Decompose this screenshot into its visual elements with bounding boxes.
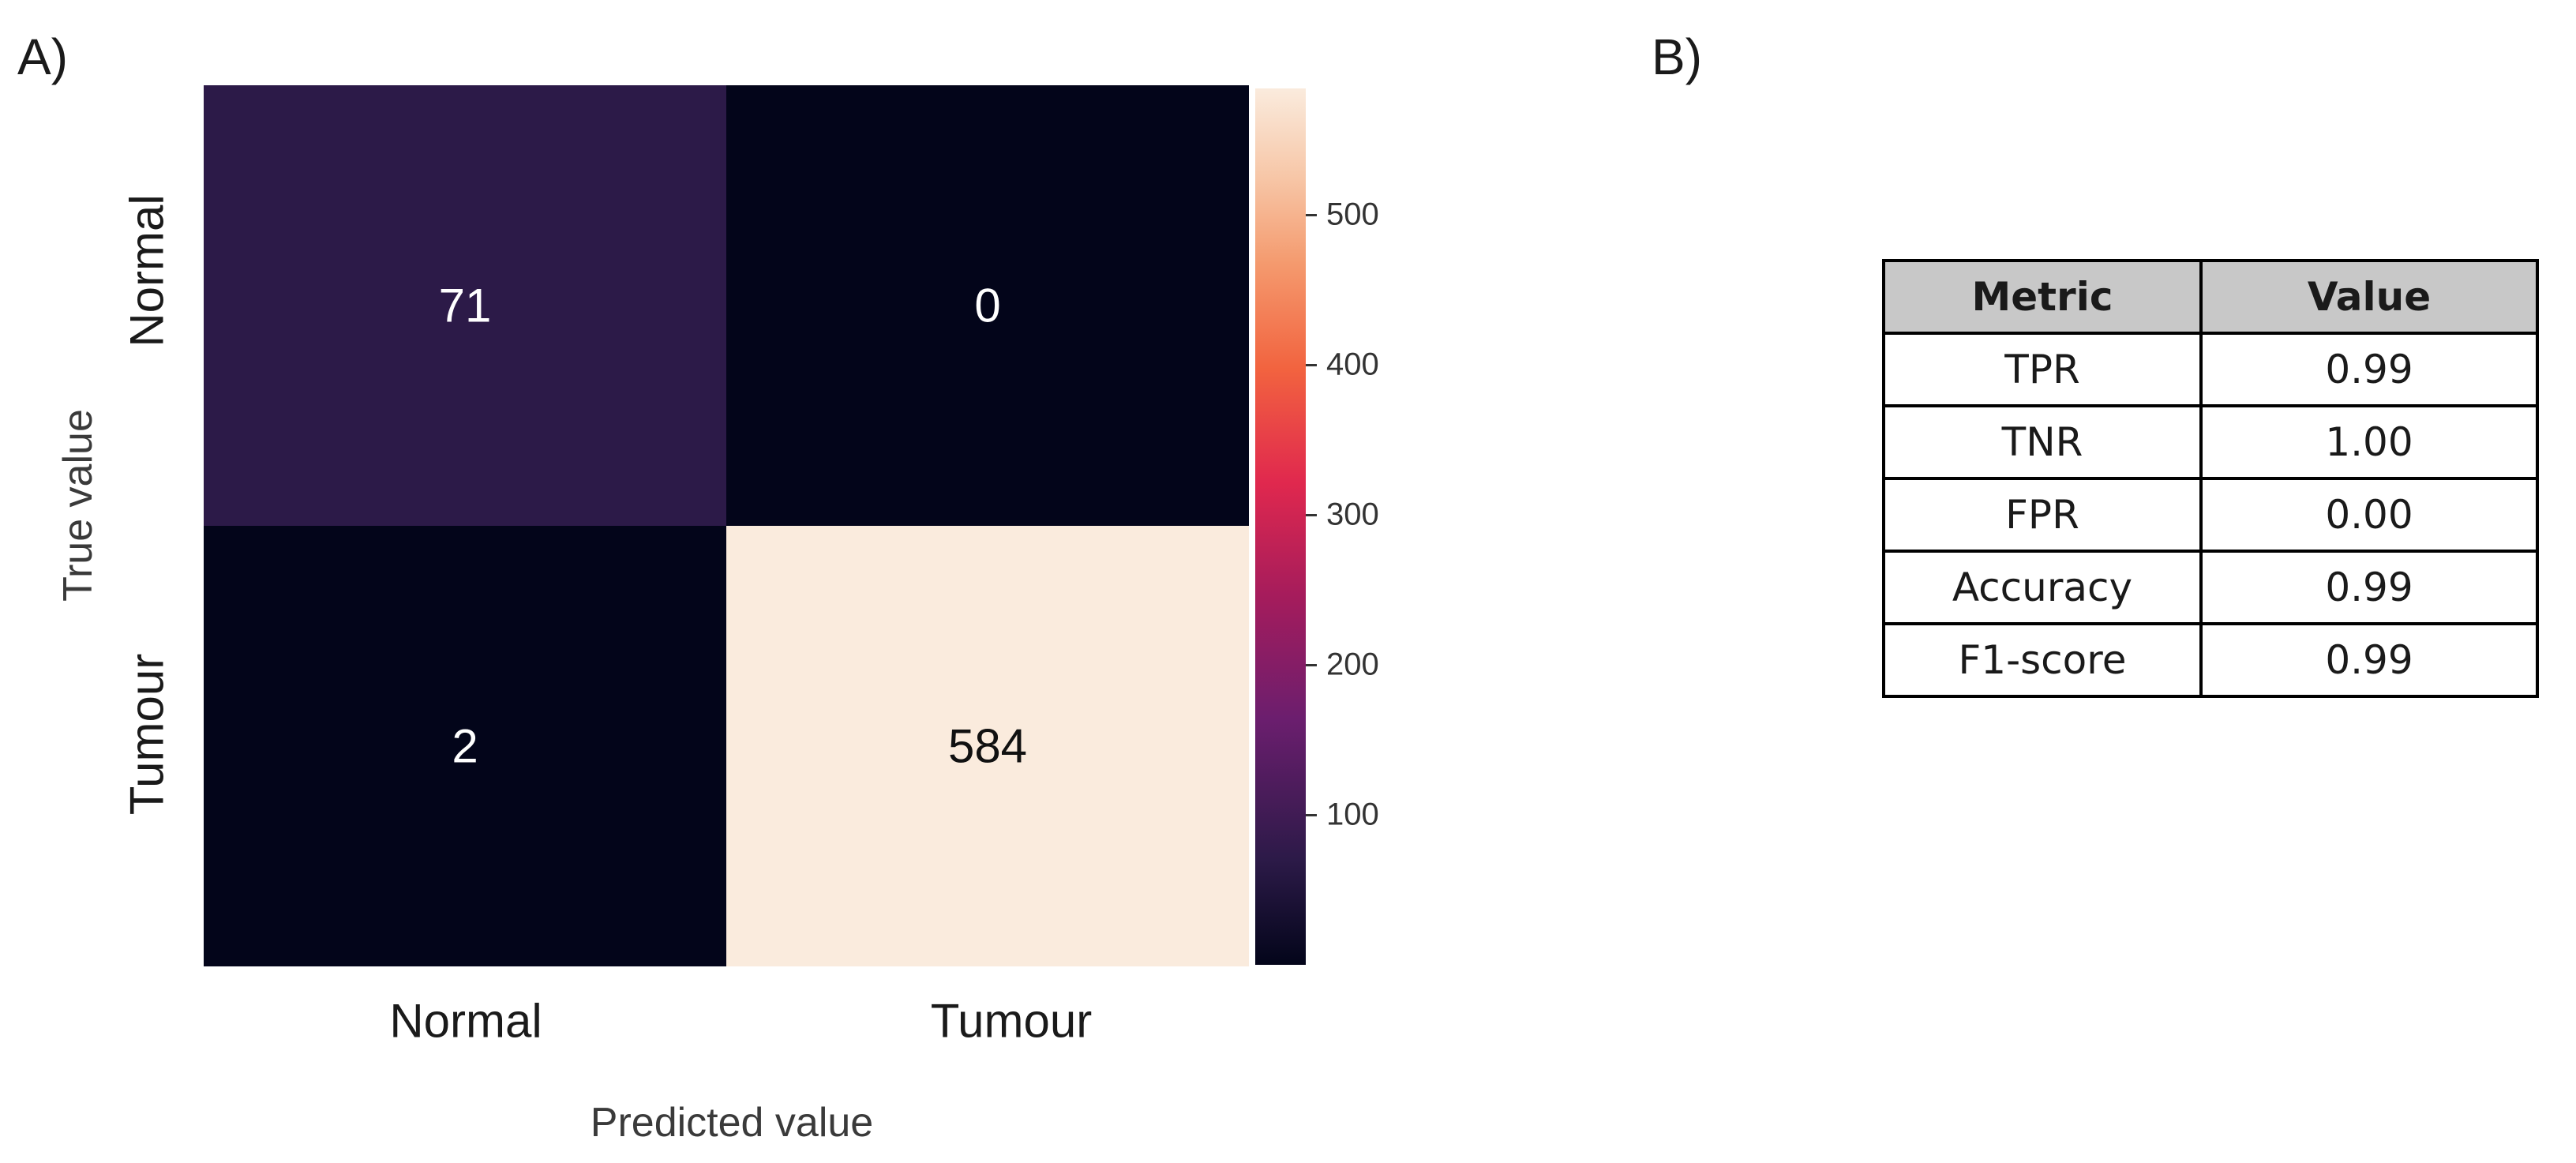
metric-value: 0.99 [2199, 332, 2539, 407]
colorbar-tick-mark [1306, 213, 1317, 216]
panel-b-label: B) [1652, 28, 1702, 85]
metric-value: 1.00 [2199, 404, 2539, 480]
header-metric: Metric [1882, 259, 2203, 335]
metric-value: 0.99 [2199, 622, 2539, 698]
header-value: Value [2199, 259, 2539, 335]
x-axis-title: Predicted value [590, 1100, 874, 1146]
colorbar-tick-mark [1306, 513, 1317, 516]
table-row: FPR 0.00 [1882, 477, 2539, 553]
heatmap-cell-label: 71 [438, 279, 492, 332]
table-row: TNR 1.00 [1882, 404, 2539, 480]
table-row: Accuracy 0.99 [1882, 550, 2539, 625]
colorbar-tick-mark [1306, 363, 1317, 366]
colorbar-tick-label: 400 [1326, 347, 1379, 382]
heatmap-cell [726, 85, 1249, 526]
panel-a-label: A) [17, 28, 68, 85]
col-tick-label-normal: Normal [389, 994, 542, 1048]
table-row: TPR 0.99 [1882, 332, 2539, 407]
colorbar-tick-label: 300 [1326, 497, 1379, 532]
colorbar-tick-label: 200 [1326, 647, 1379, 682]
colorbar-tick-mark [1306, 663, 1317, 666]
table-row: F1-score 0.99 [1882, 622, 2539, 698]
metric-name: FPR [1882, 477, 2203, 553]
y-axis-title: True value [55, 409, 101, 602]
metric-name: Accuracy [1882, 550, 2203, 625]
heatmap-cell-label: 0 [974, 279, 1001, 332]
heatmap-cell [204, 526, 726, 966]
metrics-table: Metric Value TPR 0.99 TNR 1.00 FPR 0.00 … [1882, 259, 2539, 698]
row-tick-label-normal: Normal [120, 194, 174, 347]
col-tick-label-tumour: Tumour [930, 994, 1093, 1048]
heatmap-cell-label: 2 [452, 719, 478, 773]
metric-name: F1-score [1882, 622, 2203, 698]
metric-name: TNR [1882, 404, 2203, 480]
row-tick-label-tumour: Tumour [120, 653, 174, 816]
metric-value: 0.99 [2199, 550, 2539, 625]
colorbar-tick-label: 100 [1326, 797, 1379, 832]
colorbar-tick-mark [1306, 813, 1317, 816]
table-header-row: Metric Value [1882, 259, 2539, 335]
colorbar [1255, 88, 1306, 965]
heatmap-cell [726, 526, 1249, 966]
colorbar-tick-label: 500 [1326, 197, 1379, 232]
heatmap-cell-label: 584 [947, 719, 1028, 773]
metric-name: TPR [1882, 332, 2203, 407]
heatmap-cell [204, 85, 726, 526]
metric-value: 0.00 [2199, 477, 2539, 553]
